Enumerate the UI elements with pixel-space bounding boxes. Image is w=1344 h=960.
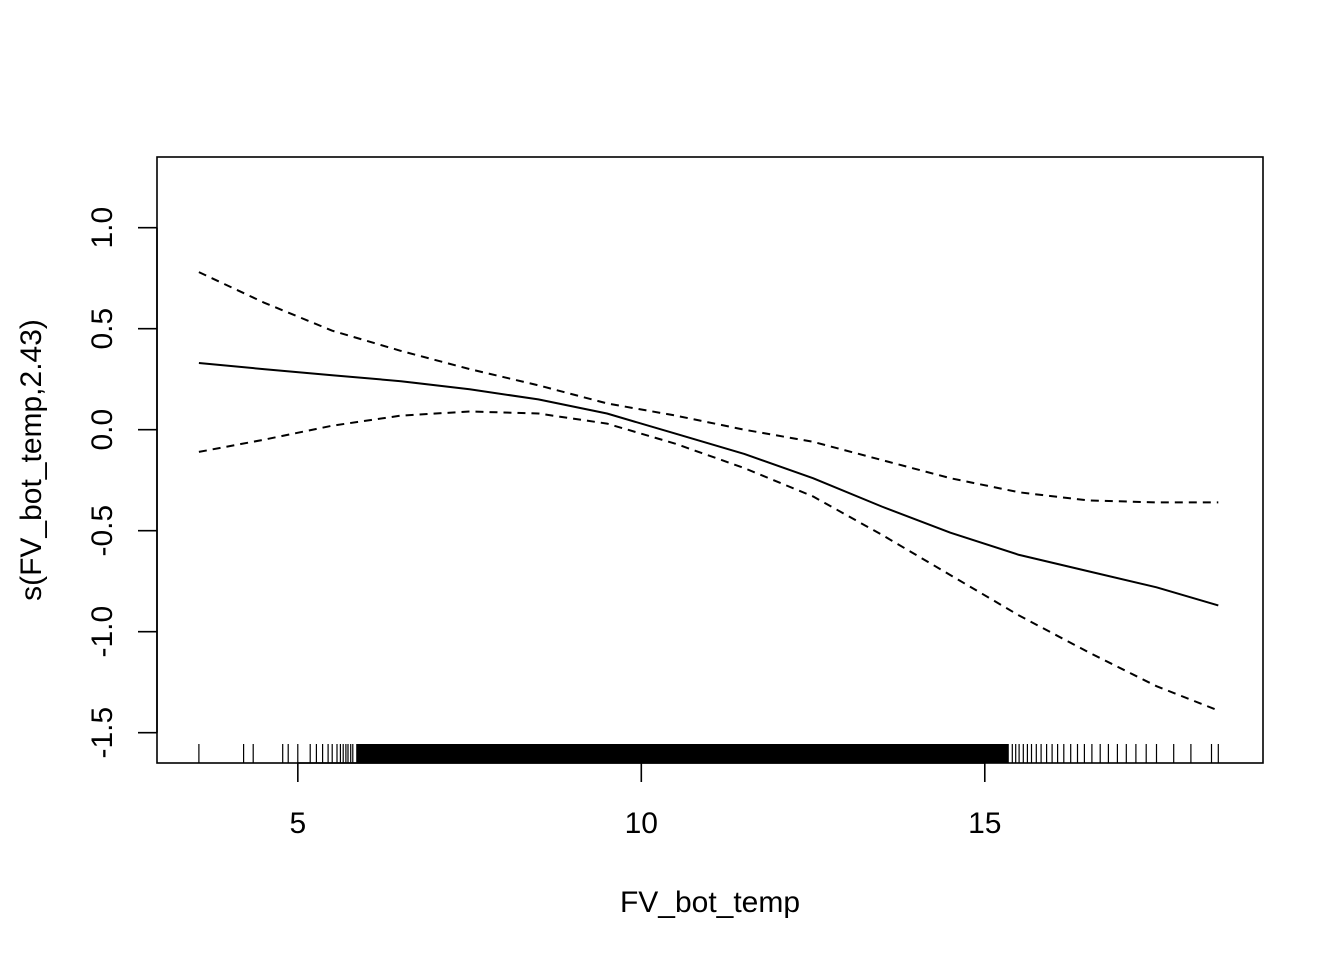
- y-tick-label: -1.0: [86, 606, 119, 658]
- y-tick-label: 1.0: [86, 207, 119, 249]
- x-axis-title: FV_bot_temp: [620, 886, 800, 919]
- x-tick-label: 10: [625, 807, 658, 840]
- series-lower-line: [198, 410, 1219, 712]
- y-axis-title: s(FV_bot_temp,2.43): [15, 319, 48, 601]
- rug-layer: [198, 744, 1219, 763]
- y-tick-label: -1.5: [86, 707, 119, 759]
- series-upper-line: [198, 271, 1219, 504]
- y-axis: -1.5 -1.0 -0.5 0.0 0.5 1.0: [86, 207, 158, 759]
- x-tick-label: 5: [289, 807, 306, 840]
- series-layer: [198, 271, 1219, 712]
- series-fit-line: [198, 362, 1219, 607]
- x-axis: 5 10 15: [289, 762, 1001, 840]
- y-tick-label: 0.5: [86, 308, 119, 350]
- y-tick-label: 0.0: [86, 409, 119, 451]
- y-tick-label: -0.5: [86, 505, 119, 557]
- plot-frame: [156, 156, 1264, 764]
- rug-dense-band: [356, 744, 1009, 763]
- x-tick-label: 15: [968, 807, 1001, 840]
